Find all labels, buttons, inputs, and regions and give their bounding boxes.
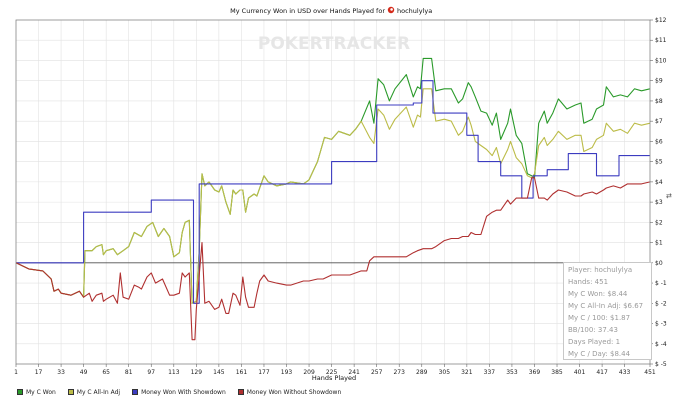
legend-swatch — [132, 389, 139, 395]
y-tick-label: $1 — [655, 240, 663, 247]
x-tick-label: 241 — [348, 369, 360, 376]
expand-arrows-icon[interactable]: ⇄ — [666, 192, 672, 200]
x-tick-label: 145 — [213, 369, 225, 376]
series-line-my-c-all-in-adj — [15, 88, 651, 304]
tooltip-days: Days Played: 1 — [568, 338, 621, 346]
y-tick-label: $10 — [655, 57, 667, 64]
legend-item[interactable]: My C All-In Adj — [67, 386, 121, 398]
tooltip-allin-adj: My C All-In Adj: $6.67 — [568, 302, 644, 310]
y-tick-label: $2 — [655, 219, 663, 226]
y-tick-label: $9 — [655, 78, 663, 85]
tooltip-per-day: My C / Day: $8.44 — [568, 350, 631, 358]
x-tick-label: 289 — [416, 369, 428, 376]
y-tick-label: $5 — [655, 159, 663, 166]
axis-layer: 1 17 33 49 65 81 97 113 129 145 161 177 193 209 225 241… — [14, 17, 667, 376]
series-line-money-won-with-showdown — [16, 80, 650, 304]
x-tick-label: 17 — [35, 369, 43, 376]
legend-item[interactable]: Money Won With Showdown — [132, 386, 226, 398]
series-layer — [15, 57, 651, 341]
x-axis-label: Hands Played — [312, 374, 356, 382]
chart-title-player: hochulylya — [397, 7, 432, 15]
legend-item[interactable]: My C Won — [17, 386, 56, 398]
y-tick-label: $8 — [655, 98, 663, 105]
watermark: POKERTRACKER — [258, 34, 410, 54]
legend-swatch — [237, 389, 244, 395]
plot-area — [16, 20, 650, 364]
plot-frame — [15, 19, 651, 365]
x-tick-label: 49 — [80, 369, 88, 376]
x-tick-label: 33 — [57, 369, 65, 376]
legend-swatch — [67, 389, 74, 395]
y-tick-label: $ -5 — [655, 361, 667, 368]
legend-label: My C Won — [26, 388, 56, 396]
x-tick-label: 417 — [596, 369, 608, 376]
x-tick-label: 385 — [551, 369, 563, 376]
y-tick-label: $ -3 — [655, 321, 667, 328]
legend-item[interactable]: Money Won Without Showdown — [237, 386, 342, 398]
y-tick-label: $3 — [655, 199, 663, 206]
x-tick-label: 65 — [102, 369, 110, 376]
series-line-money-won-without-showdown — [15, 177, 651, 341]
tooltip-hands: Hands: 451 — [568, 278, 609, 286]
x-tick-label: 401 — [574, 369, 586, 376]
x-tick-label: 113 — [168, 369, 180, 376]
y-tick-label: $12 — [655, 17, 667, 24]
tooltip-per100: My C / 100: $1.87 — [568, 314, 631, 322]
x-tick-label: 257 — [371, 369, 383, 376]
x-tick-label: 177 — [258, 369, 270, 376]
legend-label: Money Won With Showdown — [141, 388, 226, 396]
y-tick-label: $0 — [655, 260, 663, 267]
x-tick-label: 337 — [484, 369, 496, 376]
x-tick-label: 193 — [281, 369, 293, 376]
x-tick-label: 273 — [393, 369, 405, 376]
x-tick-label: 451 — [644, 369, 656, 376]
x-tick-label: 225 — [326, 369, 338, 376]
y-tick-label: $ -1 — [655, 280, 667, 287]
x-tick-label: 209 — [303, 369, 315, 376]
stats-tooltip: Player: hochulylya Hands: 451 My C Won: … — [563, 262, 652, 360]
pokerstars-logo-icon — [387, 6, 395, 14]
x-tick-label: 369 — [529, 369, 541, 376]
legend-label: My C All-In Adj — [76, 388, 121, 396]
legend-swatch — [17, 389, 23, 395]
y-tick-label: $6 — [655, 138, 663, 145]
y-tick-label: $7 — [655, 118, 663, 125]
grid-layer — [15, 19, 651, 365]
y-tick-label: $ -4 — [655, 341, 667, 348]
x-tick-label: 97 — [147, 369, 155, 376]
x-tick-label: 321 — [461, 369, 473, 376]
tooltip-won: My C Won: $8.44 — [568, 290, 628, 298]
legend-label: Money Won Without Showdown — [246, 388, 342, 396]
tooltip-player: Player: hochulylya — [568, 266, 633, 274]
x-tick-label: 81 — [125, 369, 133, 376]
tooltip-bb100: BB/100: 37.43 — [568, 326, 618, 334]
legend: My C Won My C All-In Adj Money Won With Sh… — [17, 386, 341, 398]
y-tick-label: $4 — [655, 179, 663, 186]
x-tick-label: 353 — [506, 369, 518, 376]
x-tick-label: 305 — [439, 369, 451, 376]
y-tick-label: $ -2 — [655, 300, 667, 307]
chart-title: My Currency Won in USD over Hands Played… — [230, 7, 385, 15]
x-tick-label: 129 — [191, 369, 203, 376]
x-tick-label: 161 — [236, 369, 248, 376]
y-tick-label: $11 — [655, 37, 667, 44]
x-tick-label: 1 — [14, 369, 18, 376]
x-tick-label: 433 — [619, 369, 631, 376]
